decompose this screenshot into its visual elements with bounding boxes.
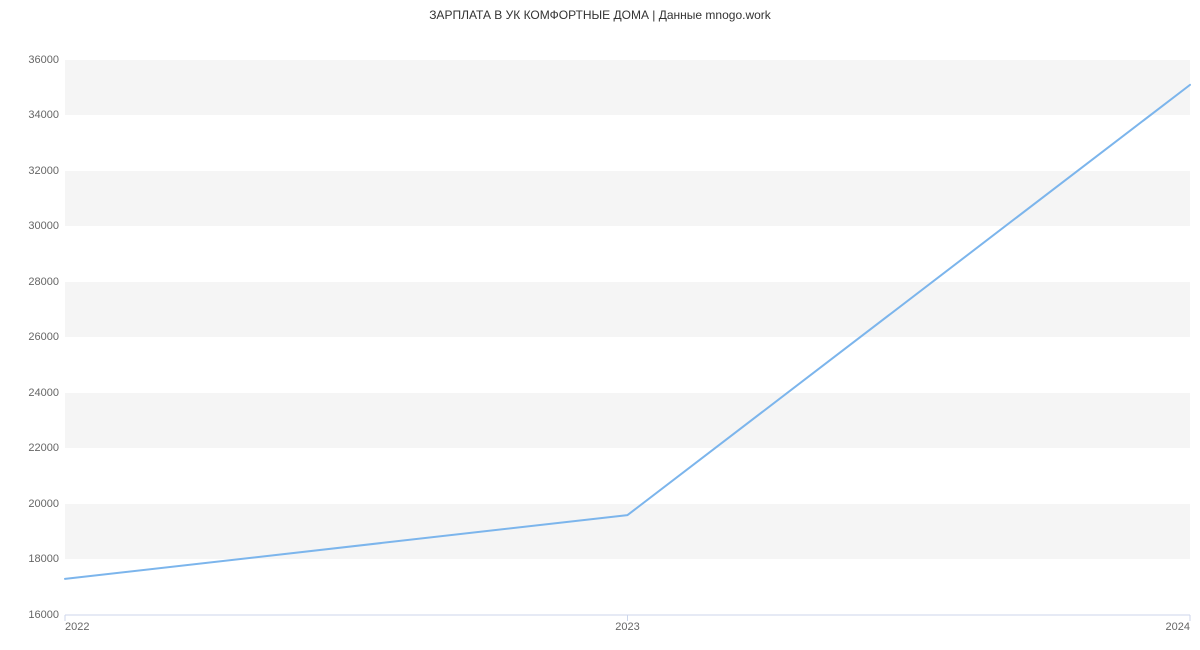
y-tick-label: 20000 [28,498,59,510]
y-tick-label: 36000 [28,54,59,66]
y-tick-label: 30000 [28,220,59,232]
y-tick-label: 32000 [28,165,59,177]
series-line-salary [65,85,1190,579]
y-tick-label: 18000 [28,553,59,565]
y-tick-label: 22000 [28,442,59,454]
plot-area: 1600018000200002200024000260002800030000… [65,46,1190,615]
plot-svg [65,46,1190,615]
y-tick-label: 16000 [28,609,59,621]
x-tick-label: 2023 [615,621,639,633]
y-tick-label: 24000 [28,387,59,399]
y-tick-label: 34000 [28,109,59,121]
x-tick-label: 2024 [1166,621,1190,633]
y-tick-label: 28000 [28,276,59,288]
line-chart: ЗАРПЛАТА В УК КОМФОРТНЫЕ ДОМА | Данные m… [0,0,1200,650]
x-tick-label: 2022 [65,621,89,633]
chart-title: ЗАРПЛАТА В УК КОМФОРТНЫЕ ДОМА | Данные m… [0,8,1200,22]
y-tick-label: 26000 [28,331,59,343]
